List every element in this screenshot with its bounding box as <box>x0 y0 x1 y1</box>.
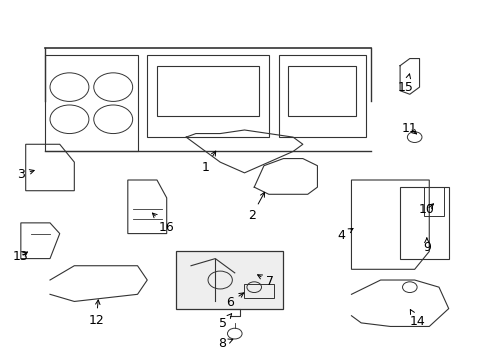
Text: 5: 5 <box>218 314 231 330</box>
Text: 4: 4 <box>337 229 352 242</box>
Text: 15: 15 <box>397 74 413 94</box>
Text: 8: 8 <box>218 337 232 350</box>
Text: 14: 14 <box>408 310 424 328</box>
Text: 2: 2 <box>247 192 264 222</box>
Text: 9: 9 <box>422 238 430 255</box>
Text: 11: 11 <box>401 122 417 135</box>
Text: 13: 13 <box>13 250 29 263</box>
Text: 16: 16 <box>152 213 174 234</box>
Bar <box>176 251 283 309</box>
Text: 1: 1 <box>201 151 215 174</box>
Text: 7: 7 <box>257 275 274 288</box>
Bar <box>287 66 356 116</box>
Text: 3: 3 <box>17 168 34 181</box>
Text: 10: 10 <box>418 203 434 216</box>
Bar <box>244 284 273 298</box>
Text: 12: 12 <box>88 300 104 327</box>
Text: 6: 6 <box>225 293 243 309</box>
Bar <box>424 187 443 216</box>
Bar <box>157 66 259 116</box>
